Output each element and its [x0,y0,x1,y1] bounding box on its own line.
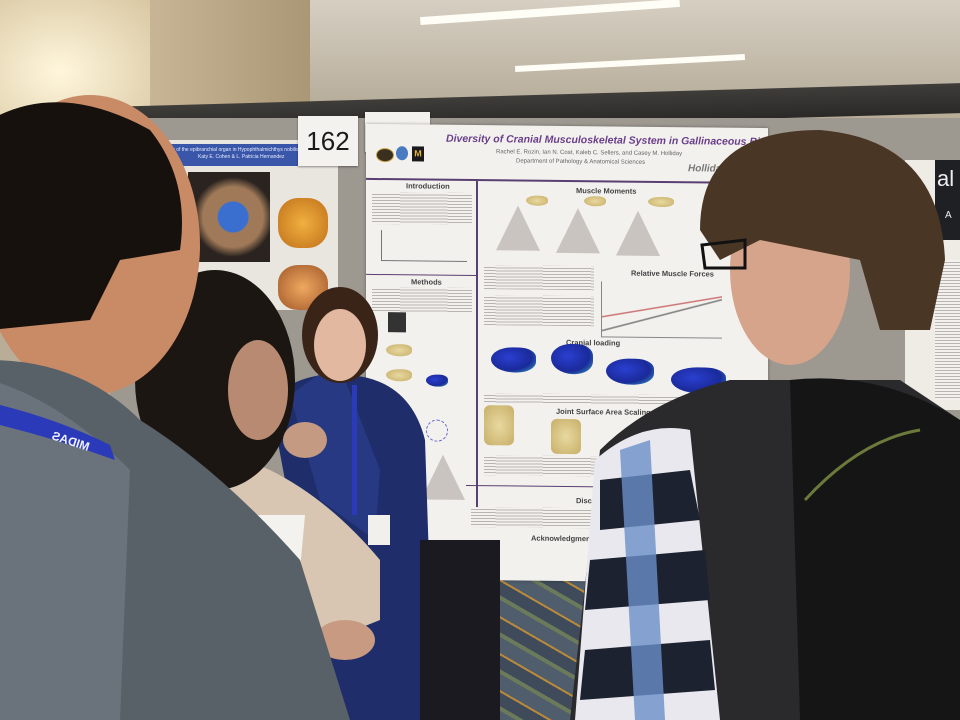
left-poster-authors: Katy E. Cohen & L. Patricia Hernandez [198,154,285,160]
right-poster-title-fragment: al c [937,166,960,191]
left-poster-image-ct [188,172,270,262]
left-poster-title: ...nal ontogeny of the epibranchial orga… [142,147,308,153]
attendee-man-right [570,130,960,720]
pillar [150,0,310,110]
attendee-man-left [0,95,350,720]
left-poster-image-fish [278,198,328,248]
booth-number-sign: 162 [298,116,358,166]
right-poster-letter: A [945,210,952,221]
